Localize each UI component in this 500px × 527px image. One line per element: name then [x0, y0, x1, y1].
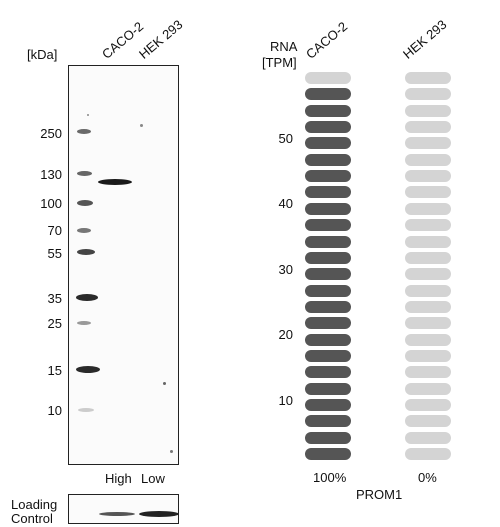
rna-pill — [305, 284, 351, 297]
rna-pill — [405, 366, 451, 379]
rna-pill — [305, 186, 351, 199]
rna-pill — [405, 170, 451, 183]
loading-control-label-1: Loading — [11, 497, 58, 512]
marker-35: 35 — [47, 291, 62, 306]
rna-pill — [405, 349, 451, 362]
rna-pill — [405, 382, 451, 395]
blot-membrane — [68, 65, 179, 465]
ladder-band-35 — [76, 294, 98, 301]
rna-pill — [405, 121, 451, 134]
lane-label-hek293: HEK 293 — [136, 16, 186, 62]
rna-ytick-30: 30 — [278, 262, 293, 277]
rna-pill — [305, 251, 351, 264]
loading-control-membrane — [68, 494, 179, 524]
speck — [87, 114, 89, 116]
rna-pill — [405, 268, 451, 281]
rna-pill — [305, 121, 351, 134]
ladder-band-70 — [77, 228, 91, 233]
rna-pill — [305, 268, 351, 281]
rna-pill — [405, 448, 451, 461]
marker-10: 10 — [47, 403, 62, 418]
rna-pill — [405, 317, 451, 330]
rna-ytick-40: 40 — [278, 196, 293, 211]
loading-band-caco2 — [99, 512, 135, 516]
marker-100: 100 — [40, 196, 62, 211]
rna-pill — [305, 349, 351, 362]
rna-pill — [405, 431, 451, 444]
rna-pill — [305, 317, 351, 330]
sample-band-caco2 — [98, 179, 132, 185]
rna-pill — [305, 219, 351, 232]
kda-label: [kDa] — [27, 47, 58, 62]
rna-pill — [305, 88, 351, 101]
rna-pill — [405, 284, 451, 297]
loading-band-hek293 — [139, 511, 179, 517]
percent-hek293: 0% — [418, 470, 437, 485]
ladder-band-10 — [78, 408, 94, 412]
marker-15: 15 — [47, 363, 62, 378]
rna-pill — [305, 72, 351, 84]
rna-pill — [305, 104, 351, 117]
rna-pill — [405, 333, 451, 346]
ladder-band-55 — [77, 249, 95, 255]
rna-axis-label-2: [TPM] — [262, 55, 297, 70]
marker-25: 25 — [47, 316, 62, 331]
rna-ytick-50: 50 — [278, 131, 293, 146]
rna-pill — [405, 72, 451, 84]
speck — [163, 382, 166, 385]
rna-column-caco2: CACO-2 — [303, 18, 351, 62]
lane-label-caco2: CACO-2 — [99, 18, 147, 62]
rna-pill — [405, 415, 451, 428]
rna-pill — [305, 415, 351, 428]
rna-pill — [305, 300, 351, 313]
rna-pill — [405, 251, 451, 264]
percent-caco2: 100% — [313, 470, 347, 485]
rna-pill — [305, 170, 351, 183]
ladder-band-25 — [77, 321, 91, 325]
rna-pill — [305, 202, 351, 215]
ladder-band-130 — [77, 171, 92, 176]
rna-pill — [305, 235, 351, 248]
rna-pill — [405, 202, 451, 215]
rna-pill — [305, 333, 351, 346]
speck — [170, 450, 173, 453]
rna-pill — [405, 153, 451, 166]
rna-ytick-20: 20 — [278, 327, 293, 342]
expression-high: High — [105, 471, 132, 486]
rna-pill — [305, 448, 351, 461]
rna-axis-label-1: RNA — [270, 39, 298, 54]
marker-250: 250 — [40, 126, 62, 141]
ladder-band-15 — [76, 366, 100, 373]
ladder-band-250 — [77, 129, 91, 134]
rna-pill — [405, 219, 451, 232]
rna-pill — [405, 300, 451, 313]
rna-pill — [405, 186, 451, 199]
marker-130: 130 — [40, 167, 62, 182]
speck — [140, 124, 143, 127]
ladder-band-100 — [77, 200, 93, 206]
rna-pill — [405, 88, 451, 101]
rna-pill — [305, 153, 351, 166]
rna-ytick-10: 10 — [278, 393, 293, 408]
rna-pill — [305, 366, 351, 379]
rna-pill — [305, 382, 351, 395]
rna-column-hek293: HEK 293 — [400, 16, 450, 62]
marker-55: 55 — [47, 246, 62, 261]
gene-name: PROM1 — [356, 487, 403, 502]
loading-control-label-2: Control — [11, 511, 53, 526]
rna-pill — [405, 235, 451, 248]
rna-pill — [405, 137, 451, 150]
expression-low: Low — [141, 471, 165, 486]
rna-pill — [405, 104, 451, 117]
rna-pill — [305, 399, 351, 411]
rna-pill — [405, 399, 451, 411]
rna-pill — [305, 431, 351, 444]
marker-70: 70 — [47, 223, 62, 238]
rna-pill — [305, 137, 351, 150]
